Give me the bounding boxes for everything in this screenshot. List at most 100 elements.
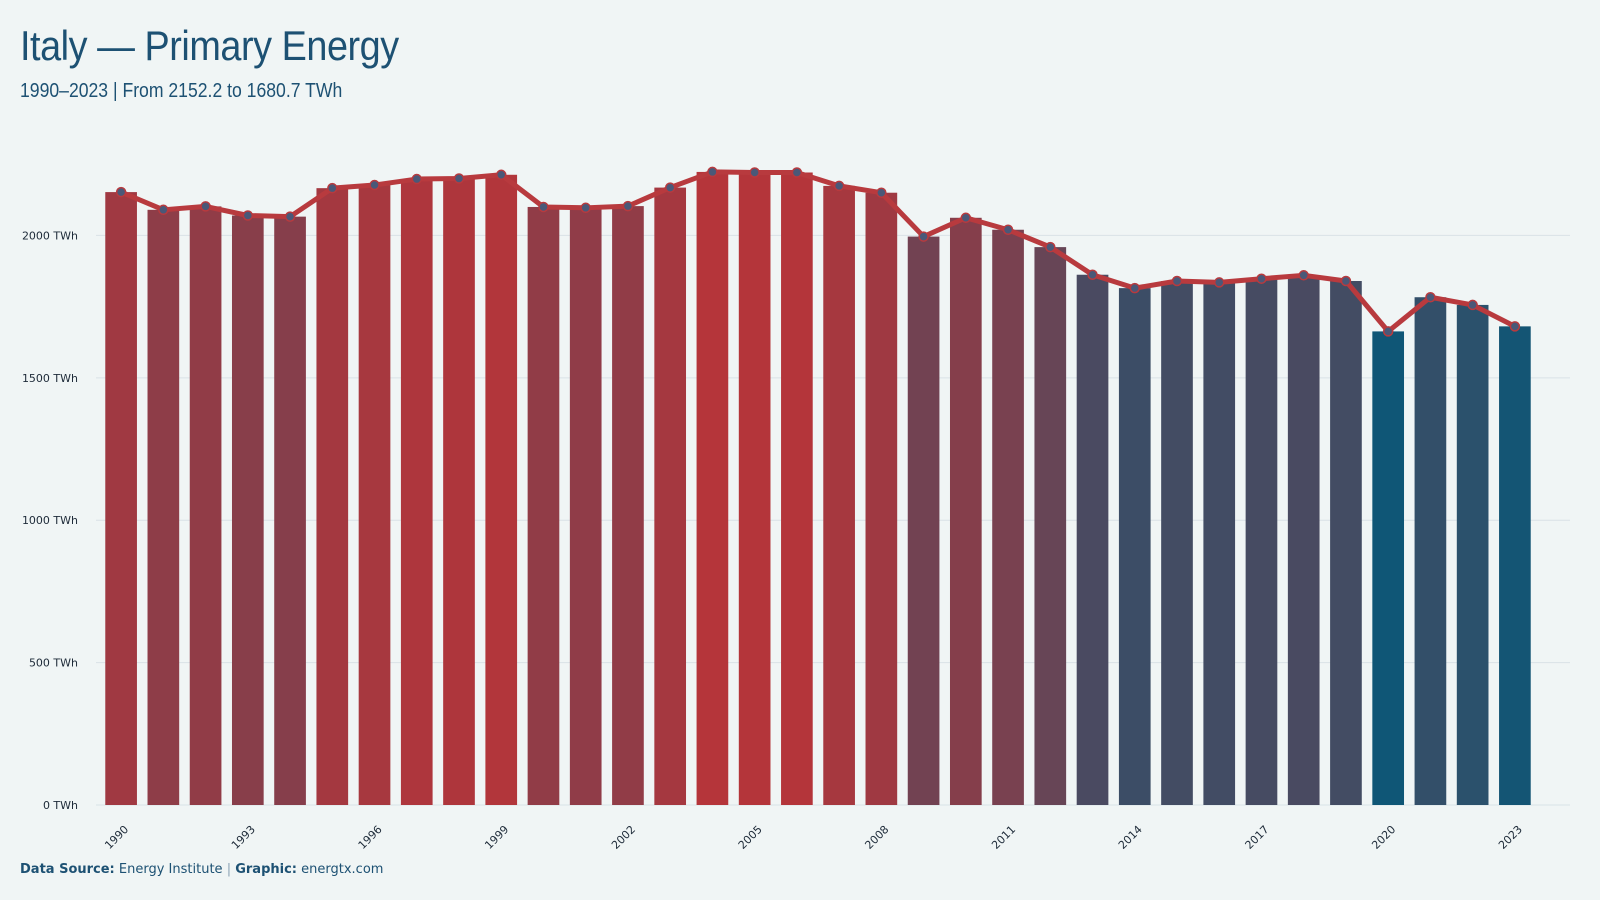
y-axis: 0 TWh 500 TWh 1000 TWh 1500 TWh 2000 TWh bbox=[22, 229, 78, 812]
marker-2005 bbox=[749, 167, 760, 178]
x-axis: 1990 1993 1996 1999 2002 2005 2008 2011 2014 2017… bbox=[102, 823, 1525, 852]
y-tick-label: 1000 TWh bbox=[22, 514, 78, 527]
bars bbox=[105, 171, 1531, 806]
marker-1997 bbox=[411, 173, 423, 185]
bar-2015 bbox=[1161, 281, 1193, 805]
graphic-label: Graphic: bbox=[235, 862, 297, 877]
marker-2009 bbox=[918, 231, 929, 242]
bar-2022 bbox=[1456, 304, 1489, 805]
bar-1995 bbox=[316, 188, 349, 805]
bar-2001 bbox=[569, 207, 602, 806]
x-tick-label: 2005 bbox=[736, 823, 765, 852]
bar-2023 bbox=[1499, 326, 1531, 805]
bar-2009 bbox=[907, 236, 940, 805]
marker-2002 bbox=[622, 200, 634, 212]
bar-2000 bbox=[527, 206, 560, 805]
bar-2008 bbox=[865, 192, 898, 805]
marker-2006 bbox=[791, 167, 803, 178]
marker-2015 bbox=[1171, 275, 1183, 287]
x-tick-label: 2017 bbox=[1243, 823, 1272, 852]
bar-2010 bbox=[949, 217, 982, 805]
x-tick-label: 1993 bbox=[229, 823, 258, 852]
bar-2021 bbox=[1414, 297, 1447, 805]
bar-1994 bbox=[274, 216, 306, 805]
x-tick-label: 1990 bbox=[102, 823, 131, 852]
bar-1992 bbox=[189, 206, 222, 805]
x-tick-label: 2023 bbox=[1496, 823, 1525, 852]
marker-2021 bbox=[1425, 291, 1436, 303]
x-tick-label: 1999 bbox=[482, 823, 511, 852]
chart-subtitle: 1990–2023 | From 2152.2 to 1680.7 TWh bbox=[20, 80, 343, 102]
bar-1990 bbox=[105, 192, 137, 805]
bar-2019 bbox=[1330, 281, 1362, 805]
bar-2020 bbox=[1372, 331, 1405, 805]
marker-2018 bbox=[1298, 270, 1309, 281]
marker-2017 bbox=[1256, 273, 1267, 284]
marker-2004 bbox=[707, 166, 718, 178]
bar-2002 bbox=[612, 206, 644, 805]
x-tick-label: 2011 bbox=[989, 823, 1018, 852]
marker-1990 bbox=[115, 186, 127, 198]
bar-2014 bbox=[1118, 288, 1151, 805]
source-label: Data Source: bbox=[20, 862, 115, 877]
marker-2023 bbox=[1509, 321, 1521, 332]
footer-separator: | bbox=[226, 862, 232, 877]
x-tick-label: 1996 bbox=[356, 823, 385, 852]
marker-2013 bbox=[1087, 269, 1098, 280]
markers bbox=[115, 166, 1521, 337]
bar-2012 bbox=[1034, 247, 1067, 806]
marker-2019 bbox=[1340, 275, 1352, 287]
marker-2000 bbox=[538, 201, 549, 213]
bar-2006 bbox=[781, 172, 813, 806]
marker-1994 bbox=[284, 211, 296, 222]
marker-1998 bbox=[453, 173, 465, 184]
marker-1993 bbox=[242, 210, 254, 221]
marker-2016 bbox=[1213, 277, 1225, 288]
marker-1996 bbox=[369, 179, 380, 191]
x-tick-label: 2014 bbox=[1116, 823, 1145, 852]
bar-1991 bbox=[147, 209, 180, 806]
trend-polyline bbox=[118, 169, 1518, 334]
bar-2005 bbox=[738, 172, 771, 806]
marker-2011 bbox=[1002, 224, 1014, 235]
bar-2011 bbox=[992, 229, 1024, 805]
x-tick-label: 2020 bbox=[1369, 823, 1398, 852]
bar-2004 bbox=[696, 171, 729, 806]
bar-2016 bbox=[1203, 282, 1236, 805]
bar-2018 bbox=[1287, 275, 1320, 806]
y-tick-label: 500 TWh bbox=[29, 657, 78, 670]
marker-2022 bbox=[1467, 299, 1478, 311]
marker-2012 bbox=[1045, 241, 1056, 253]
y-tick-label: 0 TWh bbox=[43, 799, 78, 812]
marker-1992 bbox=[200, 201, 211, 212]
marker-2003 bbox=[664, 182, 676, 193]
y-tick-label: 2000 TWh bbox=[22, 229, 78, 242]
bar-2017 bbox=[1245, 278, 1278, 805]
source-value: Energy Institute bbox=[118, 862, 223, 877]
marker-2001 bbox=[580, 202, 591, 214]
x-tick-label: 2002 bbox=[609, 823, 638, 852]
trend-line bbox=[118, 169, 1518, 334]
bar-2007 bbox=[823, 185, 855, 805]
marker-2020 bbox=[1382, 326, 1394, 337]
marker-1999 bbox=[495, 169, 507, 181]
x-tick-label: 2008 bbox=[862, 823, 891, 852]
bar-1993 bbox=[231, 215, 264, 805]
footer: Data Source: Energy Institute | Graphic:… bbox=[20, 862, 383, 877]
marker-2014 bbox=[1129, 282, 1141, 294]
bar-1998 bbox=[443, 178, 475, 805]
graphic-value: energtx.com bbox=[301, 862, 384, 877]
marker-2010 bbox=[960, 212, 972, 224]
bar-1997 bbox=[400, 179, 433, 805]
y-tick-label: 1500 TWh bbox=[22, 372, 78, 385]
marker-1995 bbox=[327, 182, 338, 194]
marker-2007 bbox=[833, 180, 845, 192]
chart-title: Italy — Primary Energy bbox=[20, 22, 399, 69]
bar-1999 bbox=[485, 174, 518, 805]
bar-2003 bbox=[654, 187, 687, 805]
bar-1996 bbox=[358, 185, 391, 805]
marker-2008 bbox=[876, 187, 887, 198]
bar-2013 bbox=[1076, 274, 1109, 806]
marker-1991 bbox=[158, 204, 169, 216]
